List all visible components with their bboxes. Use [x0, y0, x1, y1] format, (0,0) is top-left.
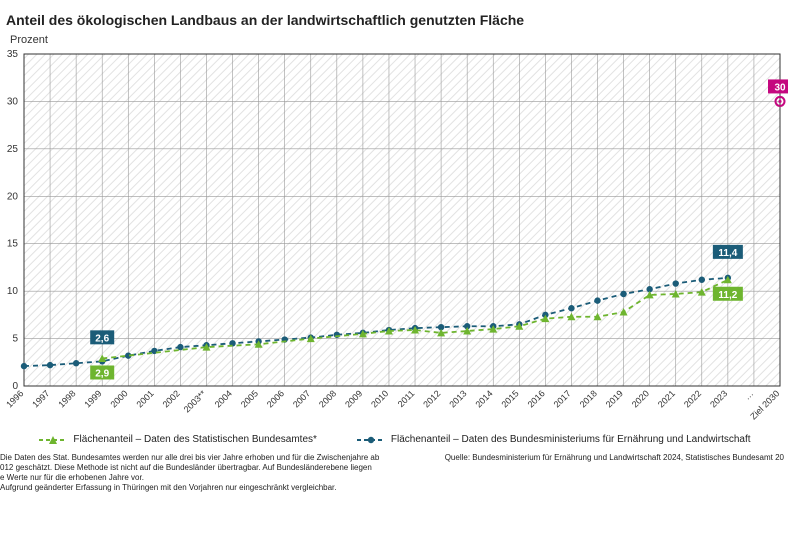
svg-text:2010: 2010	[369, 388, 390, 409]
svg-text:1997: 1997	[30, 388, 51, 409]
legend-item: Flächenanteil – Daten des Bundesminister…	[357, 434, 751, 445]
svg-text:1996: 1996	[4, 388, 25, 409]
footnote-left: Die Daten des Stat. Bundesamtes werden n…	[0, 453, 379, 493]
svg-text:15: 15	[7, 239, 19, 250]
svg-text:1999: 1999	[82, 388, 103, 409]
svg-text:20: 20	[7, 191, 19, 202]
svg-text:25: 25	[7, 144, 19, 155]
svg-text:2012: 2012	[421, 388, 442, 409]
svg-text:2,9: 2,9	[95, 368, 109, 379]
y-axis-label: Prozent	[10, 34, 790, 46]
svg-text:1998: 1998	[56, 388, 77, 409]
svg-text:2020: 2020	[630, 388, 651, 409]
svg-text:10: 10	[7, 286, 19, 297]
svg-text:35: 35	[7, 49, 19, 60]
svg-text:2021: 2021	[656, 388, 677, 409]
svg-text:2001: 2001	[135, 388, 156, 409]
svg-text:2002: 2002	[161, 388, 182, 409]
svg-text:2017: 2017	[552, 388, 573, 409]
svg-text:2007: 2007	[291, 388, 312, 409]
svg-text:30: 30	[774, 82, 786, 93]
svg-text:2000: 2000	[108, 388, 129, 409]
svg-text:2016: 2016	[526, 388, 547, 409]
svg-text:2014: 2014	[473, 388, 494, 409]
legend: Flächenanteil – Daten des Statistischen …	[0, 434, 790, 445]
legend-label: Flächenanteil – Daten des Bundesminister…	[391, 434, 751, 445]
chart-title: Anteil des ökologischen Landbaus an der …	[6, 12, 790, 28]
svg-text:2005: 2005	[239, 388, 260, 409]
svg-text:…: …	[742, 388, 755, 401]
svg-text:2,6: 2,6	[95, 333, 109, 344]
legend-item: Flächenanteil – Daten des Statistischen …	[39, 434, 316, 445]
svg-text:2003**: 2003**	[182, 388, 209, 415]
svg-text:2019: 2019	[604, 388, 625, 409]
legend-label: Flächenanteil – Daten des Statistischen …	[73, 434, 316, 445]
svg-text:11,4: 11,4	[718, 248, 737, 259]
svg-text:2011: 2011	[396, 388, 417, 409]
svg-text:2008: 2008	[317, 388, 338, 409]
svg-text:11,2: 11,2	[718, 290, 737, 301]
svg-text:30: 30	[7, 96, 19, 107]
chart-container: Anteil des ökologischen Landbaus an der …	[0, 0, 800, 550]
chart-plot-area: 0510152025303519961997199819992000200120…	[0, 48, 788, 428]
svg-text:2004: 2004	[213, 388, 234, 409]
svg-text:2006: 2006	[265, 388, 286, 409]
svg-text:2013: 2013	[447, 388, 468, 409]
svg-text:2022: 2022	[682, 388, 703, 409]
chart-svg: 0510152025303519961997199819992000200120…	[0, 48, 788, 428]
svg-text:2009: 2009	[343, 388, 364, 409]
footnote-source: Quelle: Bundesministerium für Ernährung …	[445, 453, 784, 493]
footnotes: Die Daten des Stat. Bundesamtes werden n…	[0, 453, 784, 493]
svg-text:2023: 2023	[708, 388, 729, 409]
svg-text:2015: 2015	[499, 388, 520, 409]
svg-text:2018: 2018	[578, 388, 599, 409]
svg-text:5: 5	[12, 334, 18, 345]
